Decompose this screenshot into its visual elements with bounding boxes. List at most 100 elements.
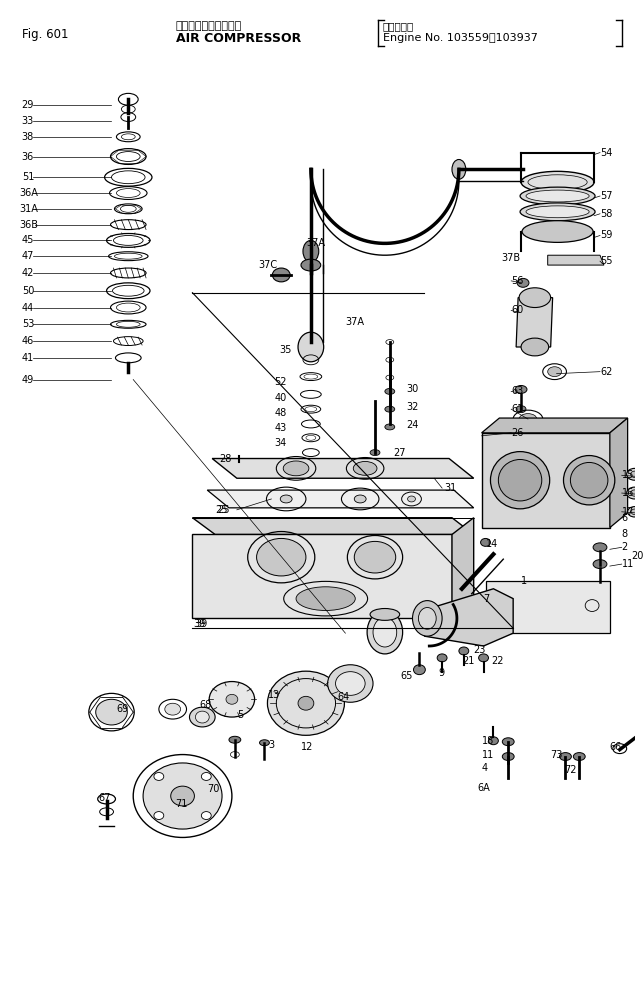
Text: 27: 27 <box>393 448 405 458</box>
Text: 11: 11 <box>482 750 494 760</box>
Ellipse shape <box>283 461 309 476</box>
Text: 66: 66 <box>610 742 622 752</box>
Ellipse shape <box>154 773 164 780</box>
Ellipse shape <box>574 753 585 761</box>
Polygon shape <box>452 517 474 619</box>
Ellipse shape <box>143 763 222 829</box>
Ellipse shape <box>367 611 403 654</box>
Text: 56: 56 <box>511 276 523 286</box>
Ellipse shape <box>385 388 395 394</box>
Text: 68: 68 <box>199 700 212 710</box>
Ellipse shape <box>171 786 194 806</box>
Ellipse shape <box>328 664 373 702</box>
Text: 16: 16 <box>622 488 634 498</box>
Polygon shape <box>482 433 610 527</box>
Text: 28: 28 <box>219 454 231 464</box>
Ellipse shape <box>519 414 537 424</box>
Text: Fig. 601: Fig. 601 <box>22 28 68 41</box>
Text: 65: 65 <box>401 670 413 680</box>
Ellipse shape <box>408 496 415 501</box>
Text: 41: 41 <box>22 353 34 362</box>
Text: 49: 49 <box>22 374 34 384</box>
Text: 57: 57 <box>600 191 613 201</box>
Ellipse shape <box>559 753 572 761</box>
Text: 62: 62 <box>600 366 612 376</box>
Text: 69: 69 <box>116 704 129 714</box>
Text: 35: 35 <box>279 345 292 355</box>
Text: 25: 25 <box>217 504 230 514</box>
Text: 43: 43 <box>275 423 287 433</box>
Ellipse shape <box>234 463 244 470</box>
Text: 44: 44 <box>22 303 34 313</box>
Text: 39: 39 <box>194 620 206 630</box>
Text: 42: 42 <box>22 268 34 278</box>
Text: 5: 5 <box>237 710 243 720</box>
Text: 70: 70 <box>207 784 220 794</box>
Text: 20: 20 <box>631 551 643 561</box>
Text: 61: 61 <box>511 404 523 414</box>
Text: 36B: 36B <box>20 219 39 229</box>
Ellipse shape <box>385 406 395 412</box>
Ellipse shape <box>257 538 306 576</box>
Ellipse shape <box>419 608 436 630</box>
Ellipse shape <box>570 463 608 497</box>
Text: エアー　コンプレッサ: エアー コンプレッサ <box>176 21 242 31</box>
Text: Engine No. 103559～103937: Engine No. 103559～103937 <box>383 33 538 43</box>
Text: 33: 33 <box>22 116 34 126</box>
Ellipse shape <box>226 694 238 704</box>
Ellipse shape <box>522 220 593 242</box>
Ellipse shape <box>280 496 292 502</box>
Text: 31A: 31A <box>20 204 39 213</box>
Text: 30: 30 <box>406 384 419 394</box>
Ellipse shape <box>303 240 319 262</box>
Text: 71: 71 <box>176 799 188 809</box>
Text: 9: 9 <box>438 667 444 677</box>
Text: 54: 54 <box>600 148 612 158</box>
Ellipse shape <box>273 268 290 282</box>
Text: 32: 32 <box>406 402 419 412</box>
Text: 38: 38 <box>22 132 34 142</box>
Text: 59: 59 <box>600 230 612 240</box>
Ellipse shape <box>526 190 589 202</box>
Text: 31: 31 <box>444 484 457 494</box>
Text: 21: 21 <box>462 655 475 666</box>
Polygon shape <box>192 534 452 619</box>
Text: 51: 51 <box>22 172 34 183</box>
Text: 72: 72 <box>565 766 577 776</box>
Ellipse shape <box>593 543 607 552</box>
Text: 50: 50 <box>22 286 34 296</box>
Ellipse shape <box>413 664 425 674</box>
Ellipse shape <box>452 160 466 179</box>
Ellipse shape <box>519 288 550 308</box>
Text: 39: 39 <box>195 620 208 630</box>
Text: 1: 1 <box>521 576 527 586</box>
Ellipse shape <box>459 647 469 655</box>
Ellipse shape <box>502 738 514 746</box>
Ellipse shape <box>165 703 181 715</box>
Ellipse shape <box>628 506 642 517</box>
Polygon shape <box>485 581 610 634</box>
Ellipse shape <box>413 601 442 637</box>
Ellipse shape <box>190 707 215 727</box>
Polygon shape <box>548 255 604 265</box>
Ellipse shape <box>373 618 397 647</box>
Text: 46: 46 <box>22 336 34 347</box>
Ellipse shape <box>385 424 395 430</box>
Ellipse shape <box>526 206 589 217</box>
Text: 37C: 37C <box>258 260 278 270</box>
Text: 3: 3 <box>268 740 275 750</box>
Text: AIR COMPRESSOR: AIR COMPRESSOR <box>176 32 301 45</box>
Ellipse shape <box>370 609 400 621</box>
Polygon shape <box>610 418 628 527</box>
Ellipse shape <box>154 811 164 819</box>
Text: 17: 17 <box>622 506 634 516</box>
Ellipse shape <box>480 538 491 546</box>
Text: 47: 47 <box>22 251 34 261</box>
Text: 22: 22 <box>491 655 504 666</box>
Ellipse shape <box>627 488 642 498</box>
Text: 37B: 37B <box>502 253 520 263</box>
Text: 18: 18 <box>482 736 494 746</box>
Text: 12: 12 <box>301 742 313 752</box>
Text: 55: 55 <box>600 256 613 266</box>
Ellipse shape <box>298 696 314 710</box>
